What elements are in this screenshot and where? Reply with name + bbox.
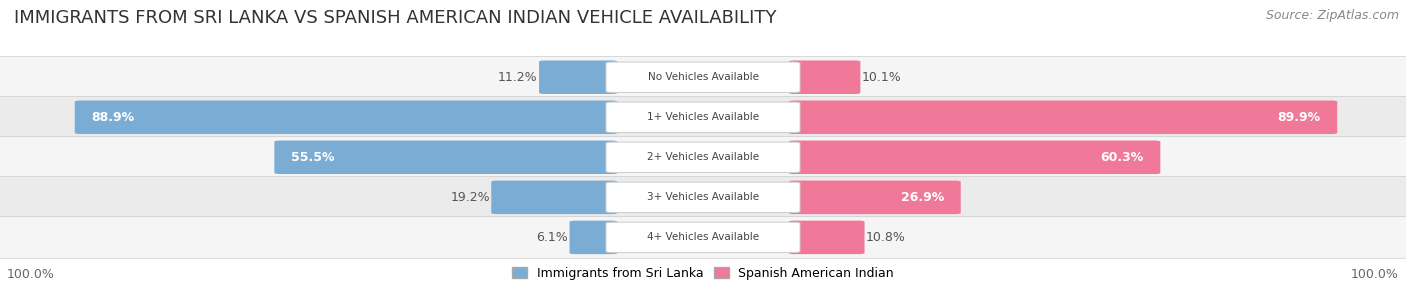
FancyBboxPatch shape — [274, 140, 617, 174]
Text: 1+ Vehicles Available: 1+ Vehicles Available — [647, 112, 759, 122]
Text: No Vehicles Available: No Vehicles Available — [648, 72, 758, 82]
FancyBboxPatch shape — [789, 60, 860, 94]
Text: 6.1%: 6.1% — [536, 231, 568, 244]
Text: 11.2%: 11.2% — [498, 71, 537, 84]
FancyBboxPatch shape — [0, 56, 1406, 98]
Text: 100.0%: 100.0% — [7, 268, 55, 281]
FancyBboxPatch shape — [606, 182, 800, 212]
FancyBboxPatch shape — [0, 136, 1406, 178]
Text: 26.9%: 26.9% — [901, 191, 943, 204]
FancyBboxPatch shape — [0, 176, 1406, 218]
Text: Source: ZipAtlas.com: Source: ZipAtlas.com — [1265, 9, 1399, 21]
FancyBboxPatch shape — [538, 60, 617, 94]
FancyBboxPatch shape — [606, 62, 800, 92]
FancyBboxPatch shape — [0, 96, 1406, 138]
FancyBboxPatch shape — [789, 100, 1337, 134]
Text: 4+ Vehicles Available: 4+ Vehicles Available — [647, 233, 759, 242]
Text: 60.3%: 60.3% — [1101, 151, 1143, 164]
Text: 10.8%: 10.8% — [866, 231, 905, 244]
FancyBboxPatch shape — [606, 142, 800, 172]
FancyBboxPatch shape — [569, 221, 617, 254]
Text: 2+ Vehicles Available: 2+ Vehicles Available — [647, 152, 759, 162]
Text: 89.9%: 89.9% — [1277, 111, 1320, 124]
FancyBboxPatch shape — [789, 221, 865, 254]
Text: 100.0%: 100.0% — [1351, 268, 1399, 281]
FancyBboxPatch shape — [75, 100, 617, 134]
Legend: Immigrants from Sri Lanka, Spanish American Indian: Immigrants from Sri Lanka, Spanish Ameri… — [512, 267, 894, 280]
FancyBboxPatch shape — [606, 222, 800, 253]
Text: 19.2%: 19.2% — [450, 191, 489, 204]
Text: 55.5%: 55.5% — [291, 151, 335, 164]
Text: 10.1%: 10.1% — [862, 71, 901, 84]
Text: 88.9%: 88.9% — [91, 111, 135, 124]
Text: IMMIGRANTS FROM SRI LANKA VS SPANISH AMERICAN INDIAN VEHICLE AVAILABILITY: IMMIGRANTS FROM SRI LANKA VS SPANISH AME… — [14, 9, 776, 27]
FancyBboxPatch shape — [606, 102, 800, 132]
FancyBboxPatch shape — [0, 217, 1406, 258]
FancyBboxPatch shape — [789, 180, 960, 214]
FancyBboxPatch shape — [789, 140, 1160, 174]
FancyBboxPatch shape — [491, 180, 617, 214]
Text: 3+ Vehicles Available: 3+ Vehicles Available — [647, 192, 759, 202]
